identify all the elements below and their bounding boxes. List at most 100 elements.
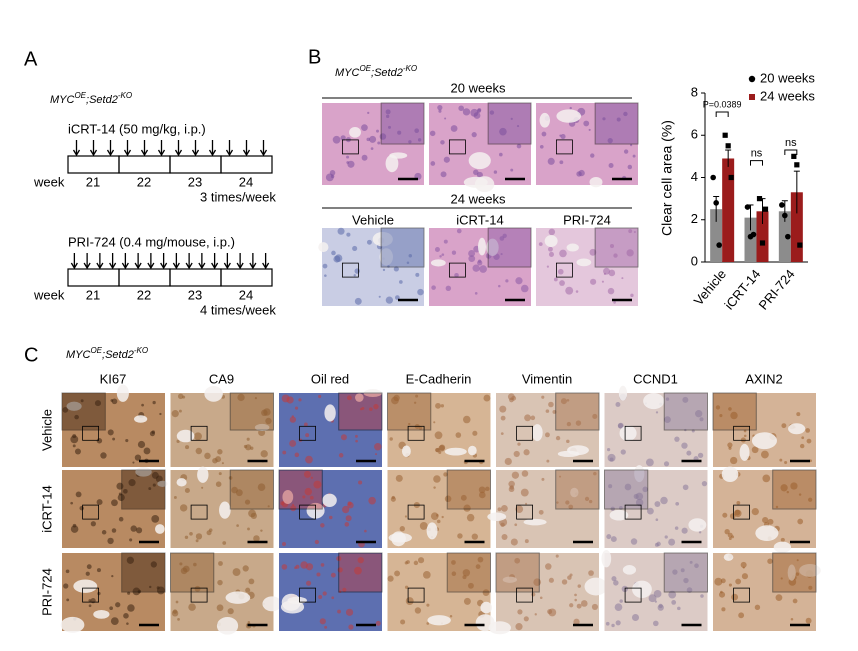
tissue — [555, 554, 559, 558]
tissue — [548, 401, 554, 408]
tissue — [610, 536, 617, 543]
lumen — [523, 518, 547, 526]
tissue — [601, 280, 604, 283]
lumen — [176, 429, 195, 443]
tissue — [434, 431, 443, 440]
tissue — [682, 484, 689, 491]
superscript: OE — [359, 64, 371, 73]
tissue — [382, 268, 386, 272]
tissue — [479, 265, 487, 273]
lumen — [755, 525, 779, 542]
tissue — [320, 563, 325, 567]
tissue — [561, 579, 568, 585]
tissue — [345, 608, 354, 616]
tissue — [511, 471, 520, 479]
arrow-head — [134, 262, 142, 270]
tissue — [434, 246, 440, 252]
data-point — [797, 242, 803, 248]
panel-label: C — [24, 344, 38, 366]
tissue — [520, 284, 529, 293]
tissue — [552, 409, 557, 414]
tissue — [110, 617, 119, 626]
tissue — [541, 131, 547, 137]
tissue — [615, 620, 621, 626]
tissue — [346, 232, 351, 237]
tissue — [314, 539, 319, 545]
arrow-head — [262, 262, 270, 270]
column-label: E-Cadherin — [406, 371, 472, 386]
inset-source — [190, 425, 208, 441]
tissue — [633, 230, 636, 234]
tissue — [642, 486, 649, 493]
gene: MYC — [66, 349, 91, 361]
lumen — [426, 522, 438, 540]
tissue — [808, 585, 813, 590]
bracket — [750, 160, 763, 166]
inset-source — [516, 504, 533, 520]
tissue — [472, 264, 480, 272]
tissue — [473, 112, 481, 119]
tissue — [217, 449, 223, 455]
tissue — [438, 450, 442, 454]
tissue — [668, 590, 677, 599]
tissue — [117, 493, 125, 502]
tissue — [462, 569, 471, 577]
y-tick-label: 8 — [691, 84, 698, 99]
tissue — [456, 228, 462, 234]
tissue — [449, 615, 453, 618]
tissue — [590, 278, 597, 285]
tissue — [591, 603, 598, 610]
tissue — [218, 561, 223, 566]
legend-label: 24 weeks — [760, 88, 815, 103]
tissue — [85, 571, 90, 576]
arrow-head — [89, 149, 98, 157]
tissue — [466, 513, 475, 522]
tissue — [344, 522, 350, 527]
lumen — [176, 478, 187, 487]
tissue — [797, 518, 804, 525]
tissue — [608, 162, 614, 168]
column-label: CCND1 — [633, 371, 678, 386]
week-box — [67, 155, 120, 174]
tissue — [70, 501, 74, 505]
lumen — [73, 579, 98, 593]
column-label: PRI-724 — [563, 212, 611, 227]
lumen — [739, 443, 750, 461]
tissue — [592, 413, 598, 420]
lumen — [477, 237, 487, 256]
tissue — [786, 490, 789, 494]
tissue — [417, 288, 424, 296]
tissue — [796, 559, 799, 562]
superscript: -KO — [403, 64, 417, 73]
tissue — [808, 497, 813, 502]
tissue — [204, 452, 211, 460]
tissue — [74, 414, 79, 420]
tissue — [681, 442, 688, 449]
tissue — [354, 566, 362, 575]
tissue — [502, 233, 507, 238]
tissue — [436, 519, 441, 524]
tissue — [70, 525, 79, 533]
lumen — [363, 389, 383, 397]
tissue — [322, 263, 328, 269]
inset — [495, 552, 540, 593]
tissue — [569, 603, 574, 608]
tissue — [632, 154, 636, 158]
tissue — [735, 578, 742, 585]
tissue — [62, 406, 69, 413]
tissue — [366, 239, 372, 245]
arrow-head — [96, 262, 104, 270]
tissue — [508, 480, 515, 488]
tissue — [116, 482, 124, 490]
tissue — [440, 404, 444, 408]
tissue — [395, 474, 403, 482]
tissue — [397, 130, 402, 135]
tissue — [375, 453, 378, 456]
arrow-head — [174, 149, 183, 157]
tissue — [309, 495, 314, 500]
tissue — [740, 561, 747, 568]
tissue — [100, 452, 107, 459]
column-label: KI67 — [100, 371, 127, 386]
tissue — [623, 149, 629, 154]
tissue — [426, 622, 430, 625]
